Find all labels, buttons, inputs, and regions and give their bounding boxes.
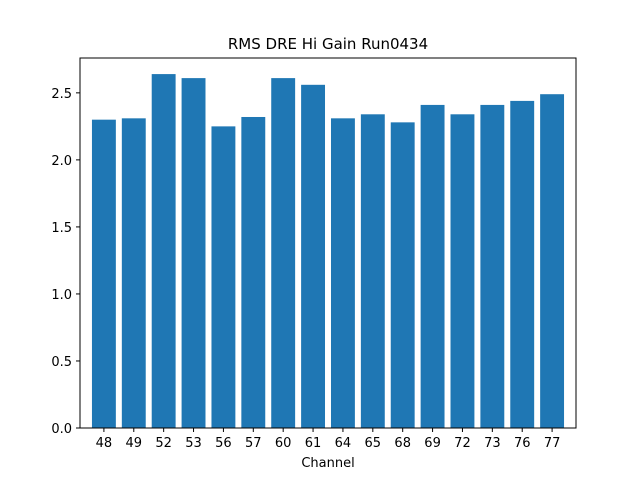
x-tick-label: 60 [275, 436, 292, 451]
x-tick-label: 56 [215, 436, 232, 451]
bar [360, 114, 385, 429]
x-tick-label: 53 [185, 436, 202, 451]
y-tick-label: 1.0 [51, 288, 72, 303]
bars-group [91, 74, 565, 429]
bar [510, 100, 535, 429]
x-tick-label: 69 [424, 436, 441, 451]
x-tick-label: 61 [305, 436, 322, 451]
y-axis-ticks: 0.0 0.5 1.0 1.5 2.0 2.5 [51, 87, 80, 437]
bar [181, 78, 206, 429]
y-tick-label: 1.5 [51, 221, 72, 236]
x-tick-label: 68 [394, 436, 411, 451]
x-axis-label: Channel [301, 456, 354, 471]
bar [151, 74, 176, 428]
x-tick-label: 72 [454, 436, 471, 451]
bar [330, 118, 355, 428]
y-tick-label: 0.0 [51, 422, 72, 437]
bar [121, 118, 146, 428]
x-axis-ticks: 48 49 52 53 56 57 60 61 64 65 68 69 72 73 76 77 [96, 428, 561, 451]
bar [91, 119, 116, 429]
bar [450, 114, 475, 429]
x-tick-label: 49 [126, 436, 143, 451]
x-tick-label: 57 [245, 436, 262, 451]
x-tick-label: 65 [365, 436, 382, 451]
x-tick-label: 48 [96, 436, 113, 451]
bar [241, 116, 266, 429]
chart-title: RMS DRE Hi Gain Run0434 [228, 35, 428, 53]
y-tick-label: 0.5 [51, 355, 72, 370]
bar [540, 94, 565, 428]
x-tick-label: 64 [335, 436, 352, 451]
x-tick-label: 73 [484, 436, 501, 451]
bar [271, 78, 296, 429]
y-tick-label: 2.0 [51, 154, 72, 169]
bar [390, 122, 415, 428]
x-tick-label: 52 [155, 436, 172, 451]
bar [301, 84, 326, 428]
bar [420, 104, 445, 429]
x-tick-label: 77 [544, 436, 561, 451]
y-tick-label: 2.5 [51, 87, 72, 102]
bar [211, 126, 236, 429]
bar [480, 104, 505, 429]
plot-frame [79, 57, 577, 429]
x-tick-label: 76 [514, 436, 531, 451]
